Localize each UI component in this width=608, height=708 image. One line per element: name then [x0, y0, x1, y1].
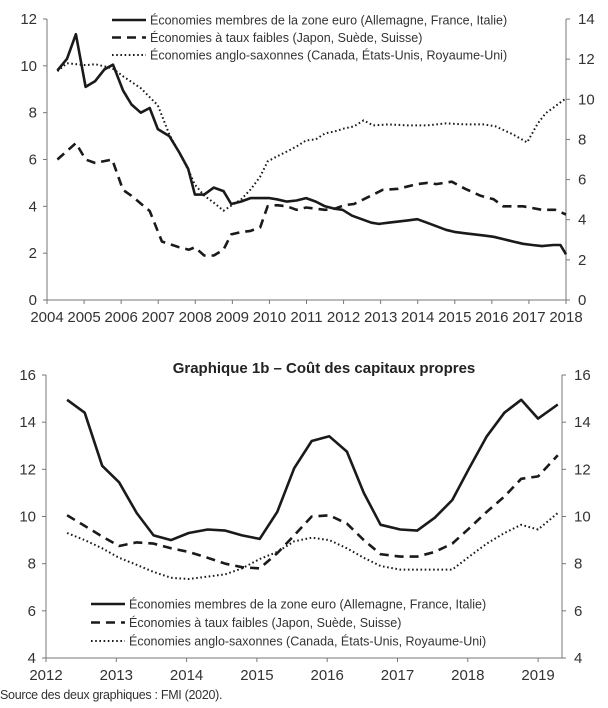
- chart-1-taux-interet: 2004 2005 2006 2007 2008 2009 2010 2011 2012 2013…: [20, 11, 595, 326]
- x-tick-label: 2018: [549, 309, 582, 326]
- y-right-tick-label: 6: [578, 172, 586, 189]
- series-line-solid: [66, 398, 559, 542]
- x-tick-label: 2008: [179, 309, 212, 326]
- x-tick-label: 2010: [253, 309, 286, 326]
- y-left-tick-label: 6: [29, 152, 37, 169]
- x-tick-label: 2012: [327, 309, 360, 326]
- y-right-tick-label: 16: [574, 367, 591, 384]
- y-left-tick-label: 16: [19, 367, 36, 384]
- y-left-tick-label: 14: [19, 414, 36, 431]
- series-line-solid: [56, 32, 568, 255]
- x-tick-label: 2011: [290, 309, 322, 326]
- x-tick-label: 2017: [512, 309, 545, 326]
- y-right-tick-label: 12: [578, 51, 595, 68]
- y-right-tick-label: 4: [574, 650, 582, 667]
- y-left-tick-label: 6: [28, 603, 36, 620]
- legend-label: Économies membres de la zone euro (Allem…: [150, 13, 507, 28]
- y-right-tick-label: 8: [578, 131, 586, 148]
- x-tick-label: 2015: [240, 667, 273, 684]
- y-right-tick-label: 14: [574, 414, 591, 431]
- x-tick-label: 2009: [216, 309, 249, 326]
- y-left-tick-label: 10: [19, 509, 36, 526]
- x-tick-label: 2018: [451, 667, 484, 684]
- legend-label: Économies à taux faibles (Japon, Suède, …: [150, 30, 422, 45]
- chart-title: Graphique 1b – Coût des capitaux propres: [173, 360, 476, 377]
- y-left-tick-label: 10: [20, 58, 37, 75]
- x-tick-label: 2014: [170, 667, 203, 684]
- y-right-tick-label: 8: [574, 556, 582, 573]
- series-line-dashed: [56, 141, 567, 257]
- legend-label: Économies anglo-saxonnes (Canada, États-…: [150, 48, 507, 63]
- series-line-dotted: [66, 512, 559, 580]
- x-tick-label: 2016: [311, 667, 344, 684]
- x-tick-label: 2004: [30, 309, 63, 326]
- legend-label: Économies membres de la zone euro (Allem…: [129, 597, 486, 612]
- x-tick-label: 2016: [475, 309, 508, 326]
- x-tick-label: 2012: [29, 667, 62, 684]
- y-right-tick-label: 14: [578, 11, 595, 28]
- y-right-tick-label: 2: [578, 252, 586, 269]
- x-tick-label: 2006: [104, 309, 137, 326]
- source-note: Source des deux graphiques : FMI (2020).: [0, 688, 223, 702]
- y-right-tick-label: 0: [578, 292, 586, 309]
- x-tick-label: 2013: [100, 667, 133, 684]
- y-right-tick-label: 6: [574, 603, 582, 620]
- x-tick-label: 2014: [401, 309, 434, 326]
- y-left-tick-label: 12: [20, 11, 37, 28]
- x-tick-label: 2019: [521, 667, 554, 684]
- y-left-tick-label: 8: [28, 556, 36, 573]
- y-right-tick-label: 10: [574, 509, 591, 526]
- x-tick-label: 2015: [438, 309, 471, 326]
- y-left-tick-label: 8: [29, 105, 37, 122]
- x-tick-label: 2005: [67, 309, 100, 326]
- x-tick-label: 2013: [364, 309, 397, 326]
- x-tick-label: 2007: [142, 309, 175, 326]
- y-right-tick-label: 4: [578, 212, 586, 229]
- y-left-tick-label: 0: [29, 292, 37, 309]
- x-tick-label: 2017: [381, 667, 414, 684]
- y-left-tick-label: 2: [29, 245, 37, 262]
- legend-label: Économies anglo-saxonnes (Canada, États-…: [129, 634, 486, 649]
- y-left-tick-label: 12: [19, 461, 36, 478]
- series-line-dashed: [66, 454, 559, 570]
- y-left-tick-label: 4: [29, 198, 37, 215]
- series-line-dotted: [56, 62, 567, 212]
- y-right-tick-label: 10: [578, 91, 595, 108]
- legend-label: Économies à taux faibles (Japon, Suède, …: [129, 615, 401, 630]
- y-left-tick-label: 4: [28, 650, 36, 667]
- y-right-tick-label: 12: [574, 461, 591, 478]
